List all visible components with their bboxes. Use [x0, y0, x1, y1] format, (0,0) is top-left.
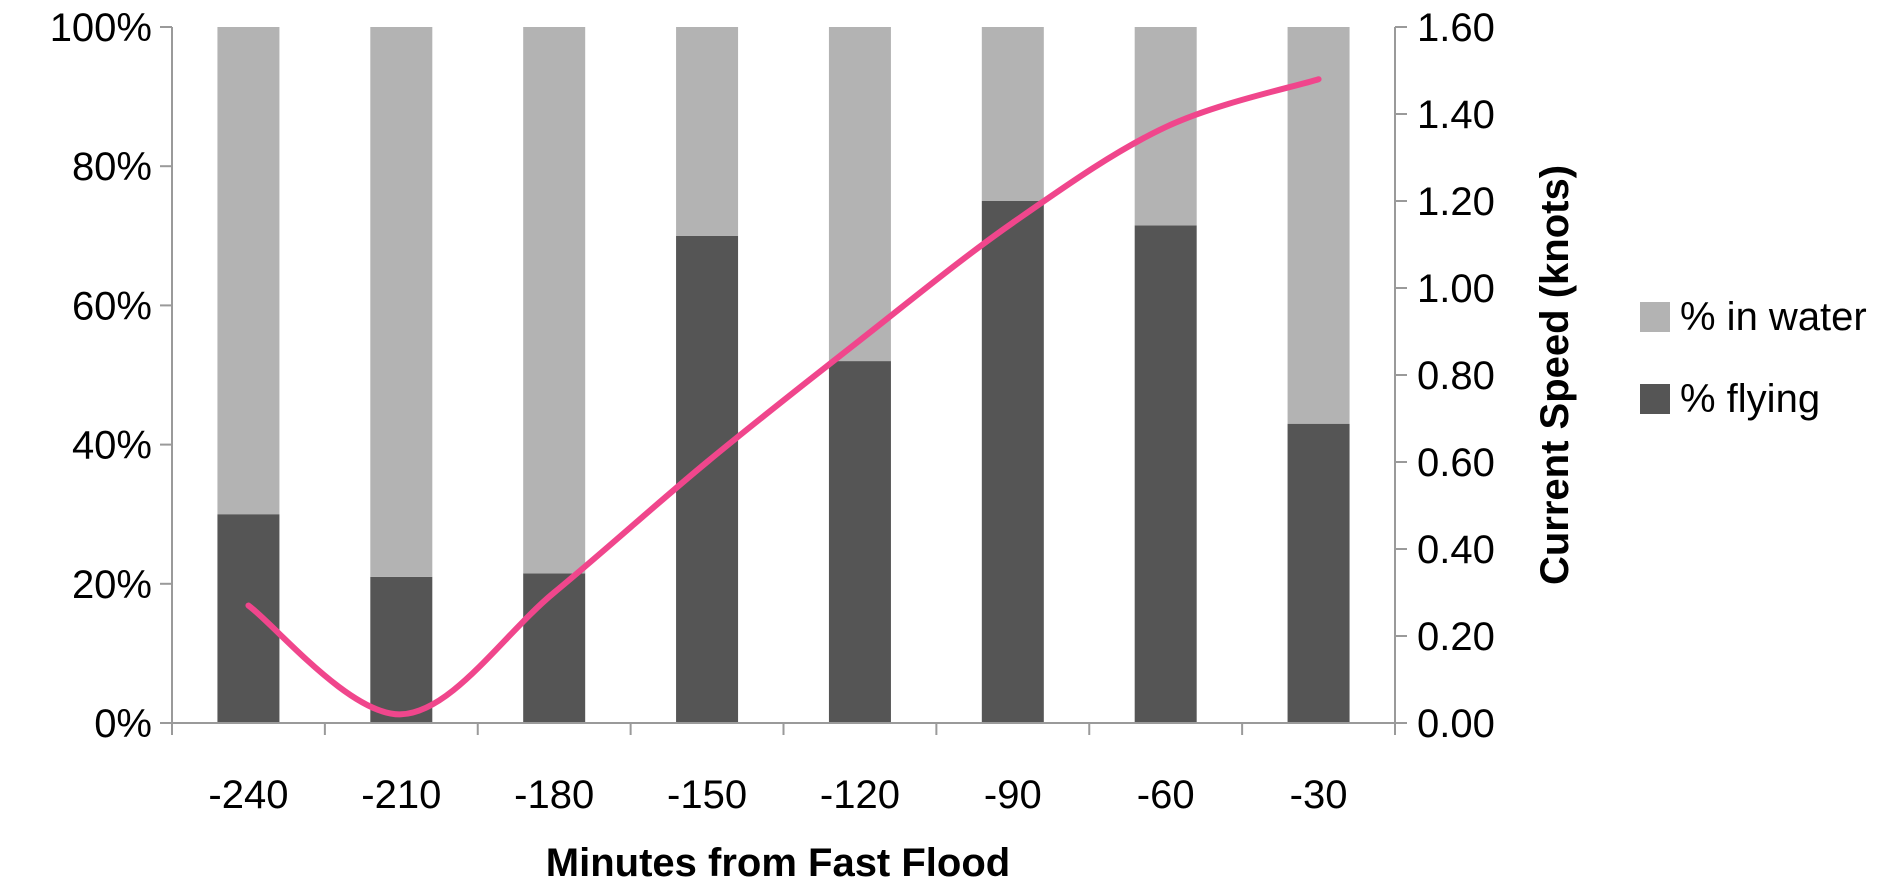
- y2-tick-label: 0.60: [1417, 441, 1495, 485]
- y2-tick-label: 1.40: [1417, 93, 1495, 137]
- bar-flying-0: [217, 514, 280, 723]
- bar-flying-4: [828, 361, 891, 723]
- y2-tick-label: 1.60: [1417, 6, 1495, 50]
- bar-in-water-2: [523, 27, 586, 574]
- bar-in-water-5: [981, 27, 1044, 201]
- bar-flying-6: [1134, 225, 1197, 724]
- y2-axis-title: Current Speed (knots): [1533, 165, 1577, 585]
- y-tick-label: 100%: [50, 6, 152, 50]
- bar-in-water-7: [1287, 27, 1350, 424]
- y-tick-label: 80%: [72, 145, 152, 189]
- y2-tick-label: 0.80: [1417, 354, 1495, 398]
- y-tick-label: 60%: [72, 284, 152, 328]
- bar-in-water-4: [828, 27, 891, 362]
- plot-area: 0% 20% 40% 60% 80% 100% 0.00 0.20 0.40 0.60 0.80 1.…: [50, 6, 1495, 817]
- bar-in-water-3: [676, 27, 739, 236]
- legend: % in water % flying: [1640, 295, 1867, 421]
- bar-in-water-0: [217, 27, 280, 515]
- legend-swatch-flying: [1640, 384, 1670, 414]
- y2-tick-label: 1.20: [1417, 180, 1495, 224]
- y2-tick-label: 1.00: [1417, 267, 1495, 311]
- x-tick-label: -210: [361, 773, 441, 817]
- legend-label-in-water: % in water: [1680, 295, 1867, 339]
- y-tick-label: 20%: [72, 563, 152, 607]
- y2-tick-label: 0.20: [1417, 615, 1495, 659]
- y-tick-label: 40%: [72, 424, 152, 468]
- x-tick-label: -90: [984, 773, 1042, 817]
- x-tick-label: -150: [667, 773, 747, 817]
- x-tick-label: -240: [208, 773, 288, 817]
- bar-flying-1: [370, 576, 433, 723]
- x-tick-label: -120: [820, 773, 900, 817]
- x-tick-label: -180: [514, 773, 594, 817]
- current-speed-line: [245, 76, 1322, 718]
- bar-flying-5: [981, 201, 1044, 723]
- bar-in-water-1: [370, 27, 433, 577]
- x-tick-label: -60: [1137, 773, 1195, 817]
- y2-tick-label: 0.00: [1417, 702, 1495, 746]
- bar-flying-2: [523, 573, 586, 723]
- x-axis-title: Minutes from Fast Flood: [546, 841, 1010, 885]
- y-tick-label: 0%: [94, 702, 152, 746]
- x-tick-label: -30: [1290, 773, 1348, 817]
- y2-tick-label: 0.40: [1417, 528, 1495, 572]
- legend-swatch-in-water: [1640, 302, 1670, 332]
- legend-label-flying: % flying: [1680, 377, 1820, 421]
- bar-flying-7: [1287, 423, 1350, 723]
